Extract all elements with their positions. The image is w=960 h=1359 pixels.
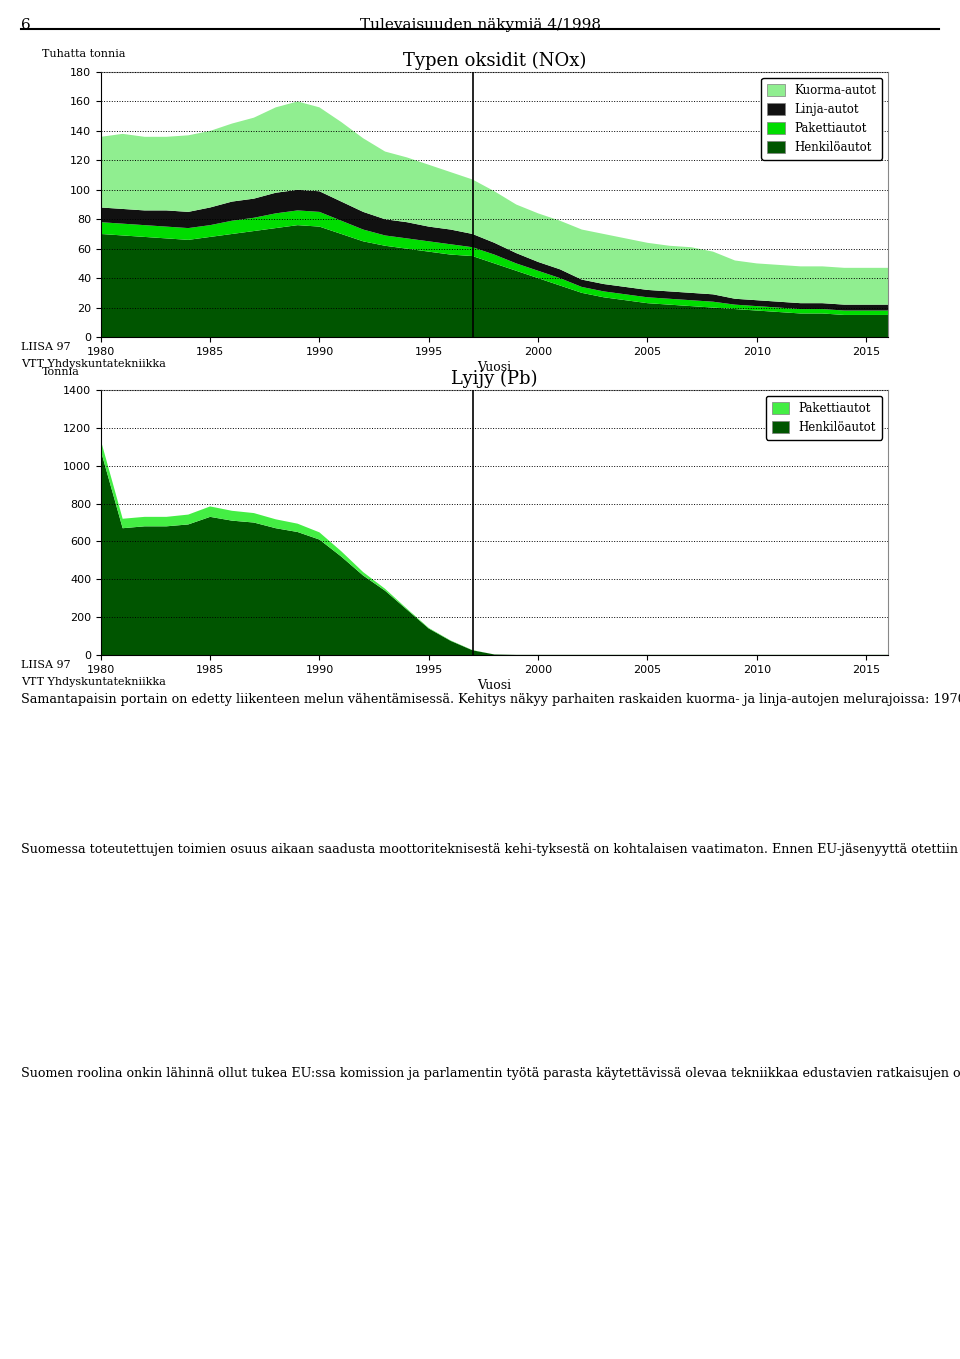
Title: Typen oksidit (NOx): Typen oksidit (NOx) xyxy=(402,52,587,71)
Text: VTT Yhdyskuntatekniikka: VTT Yhdyskuntatekniikka xyxy=(21,359,166,368)
Text: Suomessa toteutettujen toimien osuus aikaan saadusta moottoriteknisestä kehi-tyk: Suomessa toteutettujen toimien osuus aik… xyxy=(21,843,960,856)
X-axis label: Vuosi: Vuosi xyxy=(477,361,512,374)
X-axis label: Vuosi: Vuosi xyxy=(477,680,512,692)
Legend: Pakettiautot, Henkilöautot: Pakettiautot, Henkilöautot xyxy=(766,395,882,440)
Text: Tonnia: Tonnia xyxy=(42,367,80,376)
Title: Lyijy (Pb): Lyijy (Pb) xyxy=(451,370,538,389)
Text: Samantapaisin portain on edetty liikenteen melun vähentämisessä. Kehitys näkyy p: Samantapaisin portain on edetty liikente… xyxy=(21,693,960,707)
Text: LIISA 97: LIISA 97 xyxy=(21,342,71,352)
Text: Suomen roolina onkin lähinnä ollut tukea EU:ssa komission ja parlamentin työtä p: Suomen roolina onkin lähinnä ollut tukea… xyxy=(21,1067,960,1080)
Text: VTT Yhdyskuntatekniikka: VTT Yhdyskuntatekniikka xyxy=(21,677,166,686)
Text: 6: 6 xyxy=(21,18,31,33)
Text: LIISA 97: LIISA 97 xyxy=(21,660,71,670)
Legend: Kuorma-autot, Linja-autot, Pakettiautot, Henkilöautot: Kuorma-autot, Linja-autot, Pakettiautot,… xyxy=(761,77,882,159)
Text: Tuhatta tonnia: Tuhatta tonnia xyxy=(42,49,125,58)
Text: Tulevaisuuden näkymiä 4/1998: Tulevaisuuden näkymiä 4/1998 xyxy=(359,18,601,33)
